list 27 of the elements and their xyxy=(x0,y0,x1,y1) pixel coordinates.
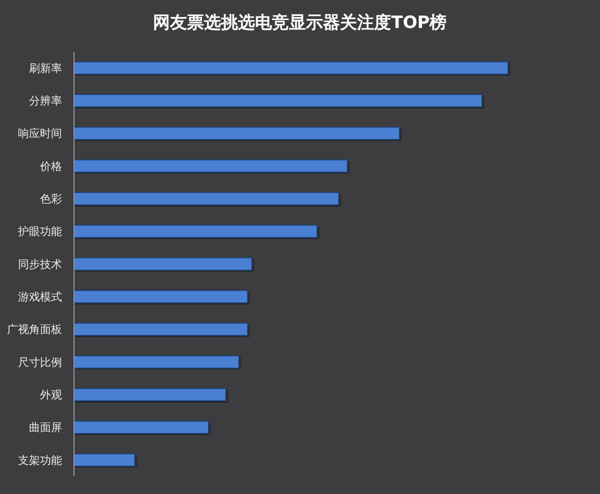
bar xyxy=(74,159,348,173)
y-tick-label: 响应时间 xyxy=(18,127,62,140)
y-tick-label: 曲面屏 xyxy=(29,421,62,434)
y-tick-label: 支架功能 xyxy=(18,454,62,467)
chart-title: 网友票选挑选电竞显示器关注度TOP榜 xyxy=(153,13,447,33)
bar xyxy=(74,420,210,434)
bar xyxy=(74,94,482,108)
bar xyxy=(74,126,400,140)
bar xyxy=(74,290,248,304)
bar xyxy=(74,322,248,336)
y-tick-label: 色彩 xyxy=(40,192,62,206)
y-tick-label: 外观 xyxy=(40,388,62,402)
bar xyxy=(74,61,508,75)
y-tick-label: 尺寸比例 xyxy=(18,356,62,369)
y-tick-label: 广视角面板 xyxy=(7,323,62,336)
y-tick-label: 同步技术 xyxy=(18,258,62,271)
bar xyxy=(74,257,252,271)
y-tick-label: 护眼功能 xyxy=(17,225,62,238)
bar xyxy=(74,388,226,402)
y-tick-label: 刷新率 xyxy=(29,62,62,75)
y-tick-label: 游戏模式 xyxy=(18,290,62,304)
bar xyxy=(74,355,240,369)
bar xyxy=(74,453,136,467)
y-tick-label: 分辨率 xyxy=(29,94,62,108)
bar xyxy=(74,192,340,206)
bar xyxy=(74,224,318,238)
y-tick-label: 价格 xyxy=(39,160,62,173)
